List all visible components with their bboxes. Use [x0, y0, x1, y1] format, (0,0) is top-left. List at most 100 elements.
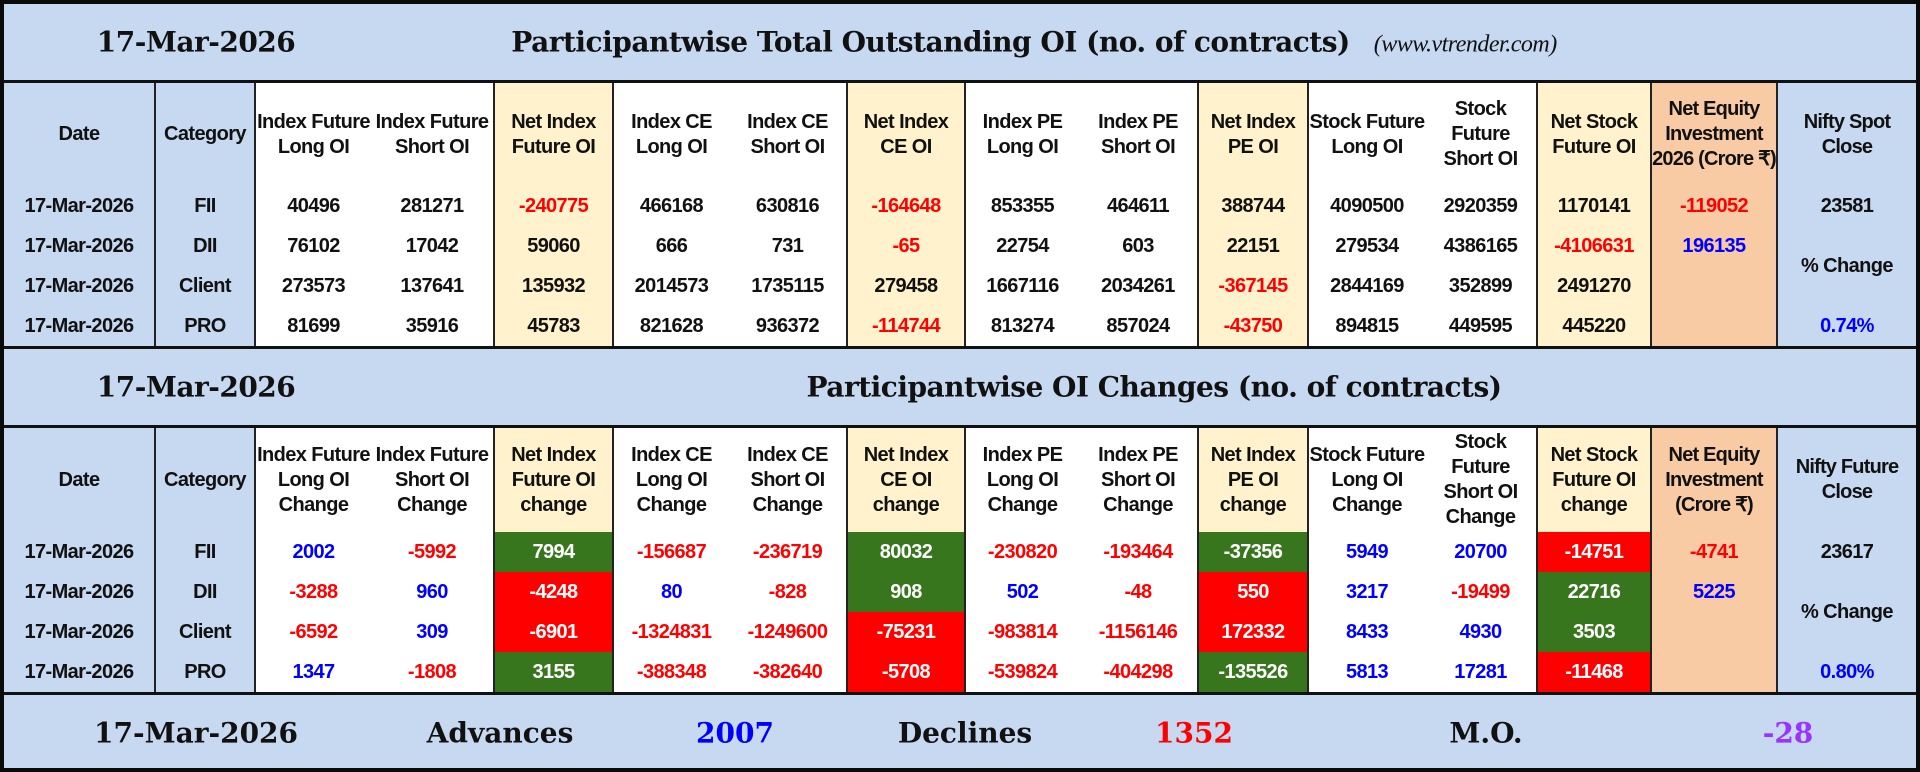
value-cell: 550 — [1197, 572, 1308, 612]
value-cell: -3288 — [254, 572, 371, 612]
value-cell: 2034261 — [1079, 266, 1198, 306]
date-cell: 17-Mar-2026 — [4, 652, 155, 694]
value-cell: -828 — [729, 572, 847, 612]
value-cell: -164648 — [846, 186, 965, 226]
table-row: 17-Mar-2026 FII 2002 -5992 7994 -156687 -23671… — [4, 532, 1916, 572]
value-cell: -240775 — [493, 186, 613, 226]
column-header: Index Future Long OI Change — [254, 428, 371, 532]
mo-label: M.O. — [1449, 716, 1523, 750]
value-cell: 5949 — [1307, 532, 1425, 572]
column-header: Net Index CE OI — [846, 83, 965, 186]
value-cell: 40496 — [254, 186, 371, 226]
column-header: Net Stock Future OI — [1536, 83, 1651, 186]
category-cell: DII — [154, 572, 255, 612]
value-cell: 4930 — [1425, 612, 1537, 652]
value-cell: 137641 — [371, 266, 494, 306]
value-cell: -19499 — [1425, 572, 1537, 612]
value-cell: -43750 — [1197, 306, 1308, 348]
date-cell: 17-Mar-2026 — [4, 186, 155, 226]
value-cell: 5225 — [1650, 572, 1777, 612]
value-cell: 449595 — [1425, 306, 1537, 348]
value-cell: 20700 — [1425, 532, 1537, 572]
table-row: 17-Mar-2026 DII -3288 960 -4248 80 -828 908 502-… — [4, 572, 1916, 652]
value-cell: 352899 — [1425, 266, 1537, 306]
value-cell: 666 — [612, 226, 729, 266]
advances-label: Advances — [426, 716, 574, 750]
date-cell: 17-Mar-2026 — [4, 572, 155, 612]
value-cell: 3503 — [1536, 612, 1651, 652]
value-cell: 3155 — [493, 652, 613, 694]
empty-cell — [1650, 266, 1777, 348]
value-cell: 388744 — [1197, 186, 1308, 226]
value-cell: -11468 — [1536, 652, 1651, 694]
value-cell: -236719 — [729, 532, 847, 572]
value-cell: -156687 — [612, 532, 729, 572]
value-cell: -114744 — [846, 306, 965, 348]
value-cell: -193464 — [1079, 532, 1198, 572]
date-cell: 17-Mar-2026 — [4, 226, 155, 266]
header-row: Date Category Index Future Long OI Change I… — [4, 428, 1916, 532]
value-cell: -230820 — [964, 532, 1079, 572]
column-header: Date — [4, 428, 155, 532]
value-cell: 81699 — [254, 306, 371, 348]
value-cell: 894815 — [1307, 306, 1425, 348]
value-cell: 464611 — [1079, 186, 1198, 226]
column-header: Index CE Short OI Change — [729, 428, 847, 532]
section1-titlebar: 17-Mar-2026 Participantwise Total Outsta… — [4, 4, 1916, 83]
table-row: 17-Mar-2026 PRO 81699 35916 45783 821628 93637… — [4, 306, 1916, 348]
value-cell: 2491270 — [1536, 266, 1651, 306]
pct-change-value: 0.80% — [1776, 652, 1916, 694]
value-cell: -404298 — [1079, 652, 1198, 694]
value-cell: 3217 — [1307, 572, 1425, 612]
mo-value: -28 — [1762, 716, 1814, 750]
value-cell: 1347 — [254, 652, 371, 694]
column-header: Net Stock Future OI change — [1536, 428, 1651, 532]
value-cell: 17281 — [1425, 652, 1537, 694]
table-row: 17-Mar-2026 DII 76102 17042 59060 666 731 -65 22… — [4, 226, 1916, 306]
column-header: Net Index PE OI — [1197, 83, 1308, 186]
value-cell: 821628 — [612, 306, 729, 348]
column-header: Index CE Long OI — [612, 83, 729, 186]
value-cell: -6592 — [254, 612, 371, 652]
value-cell: -1324831 — [612, 612, 729, 652]
column-header: Index CE Long OI Change — [612, 428, 729, 532]
value-cell: -1808 — [371, 652, 494, 694]
column-header: Index PE Short OI — [1079, 83, 1198, 186]
value-cell: 4386165 — [1425, 226, 1537, 266]
value-cell: -48 — [1079, 572, 1198, 612]
value-cell: -1156146 — [1079, 612, 1198, 652]
nifty-close-value: 23581 — [1776, 186, 1916, 226]
column-header: Net Index CE OI change — [846, 428, 965, 532]
category-cell: PRO — [154, 306, 255, 348]
section2-title: Participantwise OI Changes (no. of contr… — [806, 370, 1502, 404]
value-cell: -4248 — [493, 572, 613, 612]
column-header: Nifty Spot Close — [1776, 83, 1916, 186]
column-header: Stock Future Long OI — [1307, 83, 1425, 186]
value-cell: -135526 — [1197, 652, 1308, 694]
value-cell: 853355 — [964, 186, 1079, 226]
declines-value: 1352 — [1155, 716, 1233, 750]
column-header: Net Index Future OI change — [493, 428, 613, 532]
column-header: Date — [4, 83, 155, 186]
value-cell: 502 — [964, 572, 1079, 612]
value-cell: 8433 — [1307, 612, 1425, 652]
column-header: Stock Future Long OI Change — [1307, 428, 1425, 532]
value-cell: 59060 — [493, 226, 613, 266]
value-cell: -119052 — [1650, 186, 1777, 226]
value-cell: 630816 — [729, 186, 847, 226]
column-header: Net Equity Investment 2026 (Crore ₹) — [1650, 83, 1777, 186]
section2-date: 17-Mar-2026 — [96, 370, 296, 404]
section1-title: Participantwise Total Outstanding OI (no… — [511, 25, 1350, 59]
pct-change-label: % Change — [1776, 226, 1916, 306]
value-cell: 5813 — [1307, 652, 1425, 694]
value-cell: 273573 — [254, 266, 371, 306]
value-cell: 35916 — [371, 306, 494, 348]
table-row: 17-Mar-2026 Client -6592 309 -6901 -1324831 -1… — [4, 612, 1916, 694]
nifty-close-value: 23617 — [1776, 532, 1916, 572]
value-cell: -5992 — [371, 532, 494, 572]
value-cell: 80 — [612, 572, 729, 612]
value-cell: 960 — [371, 572, 494, 612]
category-cell: FII — [154, 532, 255, 572]
oi-changes-table: Date Category Index Future Long OI Change I… — [4, 428, 1916, 695]
value-cell: -6901 — [493, 612, 613, 652]
